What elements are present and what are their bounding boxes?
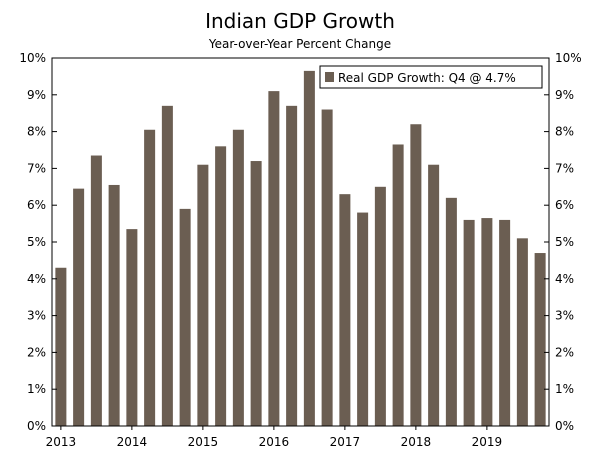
y-tick-label-right: 2% bbox=[555, 345, 574, 359]
legend: Real GDP Growth: Q4 @ 4.7% bbox=[319, 65, 543, 89]
bar-series bbox=[55, 70, 546, 427]
legend-swatch bbox=[325, 72, 334, 82]
bar-q15 bbox=[303, 70, 315, 426]
bar-q4 bbox=[108, 184, 120, 426]
bar-q3 bbox=[90, 155, 102, 426]
bar-q26 bbox=[499, 219, 511, 426]
x-tick-label: 2015 bbox=[188, 435, 219, 449]
bar-q18 bbox=[357, 212, 369, 426]
bar-q22 bbox=[428, 164, 440, 426]
y-tick-label-left: 0% bbox=[27, 419, 46, 433]
y-tick-label-left: 1% bbox=[27, 382, 46, 396]
bar-q9 bbox=[197, 164, 209, 426]
bar-q1 bbox=[55, 267, 67, 426]
bar-q5 bbox=[126, 229, 138, 426]
x-tick-label: 2013 bbox=[46, 435, 77, 449]
y-tick-label-right: 9% bbox=[555, 88, 574, 102]
bar-q23 bbox=[445, 197, 457, 426]
plot-frame bbox=[51, 57, 550, 427]
y-tick-label-right: 0% bbox=[555, 419, 574, 433]
bar-q8 bbox=[179, 208, 191, 426]
chart-subtitle: Year-over-Year Percent Change bbox=[208, 37, 391, 51]
bar-q16 bbox=[321, 109, 333, 427]
y-tick-label-left: 6% bbox=[27, 198, 46, 212]
y-axis-right: 0% 1% 2% 3% 4% 5% 6% 7% 8% 9% 10% bbox=[544, 51, 582, 433]
bar-q7 bbox=[161, 105, 173, 426]
legend-box bbox=[319, 65, 543, 89]
bar-q11 bbox=[232, 129, 244, 426]
bar-q24 bbox=[463, 219, 475, 426]
y-tick-label-right: 3% bbox=[555, 309, 574, 323]
x-tick-label: 2017 bbox=[330, 435, 361, 449]
y-tick-label-left: 9% bbox=[27, 88, 46, 102]
y-tick-label-left: 7% bbox=[27, 161, 46, 175]
y-tick-label-right: 4% bbox=[555, 272, 574, 286]
bar-q10 bbox=[215, 146, 227, 426]
y-tick-label-right: 7% bbox=[555, 161, 574, 175]
bar-q6 bbox=[144, 129, 156, 426]
x-tick-label: 2016 bbox=[259, 435, 290, 449]
y-tick-label-right: 5% bbox=[555, 235, 574, 249]
bar-q27 bbox=[516, 238, 528, 426]
bar-q28 bbox=[534, 253, 546, 426]
y-tick-label-left: 4% bbox=[27, 272, 46, 286]
bar-q20 bbox=[392, 144, 404, 427]
bar-q14 bbox=[286, 105, 298, 426]
y-tick-label-right: 8% bbox=[555, 125, 574, 139]
y-tick-label-left: 3% bbox=[27, 309, 46, 323]
y-tick-label-right: 1% bbox=[555, 382, 574, 396]
bar-q19 bbox=[374, 186, 386, 426]
bar-q25 bbox=[481, 218, 493, 426]
x-tick-label: 2014 bbox=[117, 435, 148, 449]
x-axis: 2013 2014 2015 2016 2017 2018 2019 bbox=[46, 426, 503, 449]
y-tick-label-right: 6% bbox=[555, 198, 574, 212]
bar-q12 bbox=[250, 161, 262, 427]
y-tick-label-left: 5% bbox=[27, 235, 46, 249]
y-tick-label-left: 8% bbox=[27, 125, 46, 139]
bar-q13 bbox=[268, 91, 280, 427]
chart-title: Indian GDP Growth bbox=[205, 9, 395, 33]
legend-label: Real GDP Growth: Q4 @ 4.7% bbox=[338, 71, 516, 85]
x-tick-label: 2018 bbox=[401, 435, 432, 449]
bar-q17 bbox=[339, 194, 351, 426]
x-tick-label: 2019 bbox=[472, 435, 503, 449]
bar-q2 bbox=[73, 188, 85, 426]
y-axis-left: 0% 1% 2% 3% 4% 5% 6% 7% 8% 9% 10% bbox=[19, 51, 57, 433]
y-tick-label-right: 10% bbox=[555, 51, 582, 65]
bar-q21 bbox=[410, 124, 422, 427]
y-tick-label-left: 2% bbox=[27, 345, 46, 359]
y-tick-label-left: 10% bbox=[19, 51, 46, 65]
